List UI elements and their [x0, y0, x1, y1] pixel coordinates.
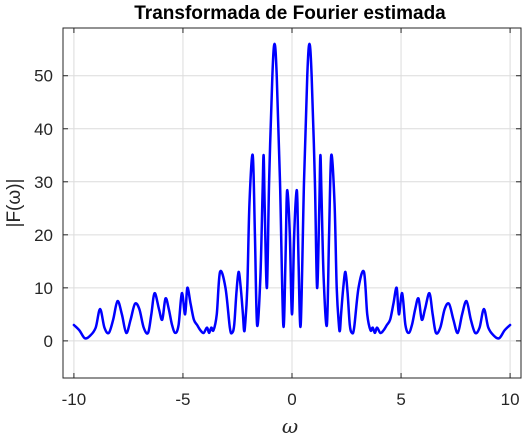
y-axis-label: |F(ω)|: [4, 179, 25, 228]
y-tick-label: 20: [34, 226, 53, 245]
y-tick-label: 40: [34, 120, 53, 139]
x-tick-label: -10: [62, 390, 87, 409]
tick-labels: -10 -5 0 5 10 0 10 20 30 40 50: [34, 28, 521, 409]
y-tick-label: 10: [34, 279, 53, 298]
x-tick-label: 5: [396, 390, 405, 409]
x-tick-label: 0: [287, 390, 296, 409]
x-tick-label: -5: [175, 390, 190, 409]
y-tick-label: 50: [34, 67, 53, 86]
grid-lines: [63, 28, 521, 378]
x-tick-label: 10: [501, 390, 520, 409]
y-tick-label: 30: [34, 173, 53, 192]
chart-title: Transformada de Fourier estimada: [134, 3, 446, 24]
series-line-magnitude: [72, 42, 512, 340]
x-axis-label: ω: [282, 414, 298, 436]
y-tick-label: 0: [44, 332, 53, 351]
